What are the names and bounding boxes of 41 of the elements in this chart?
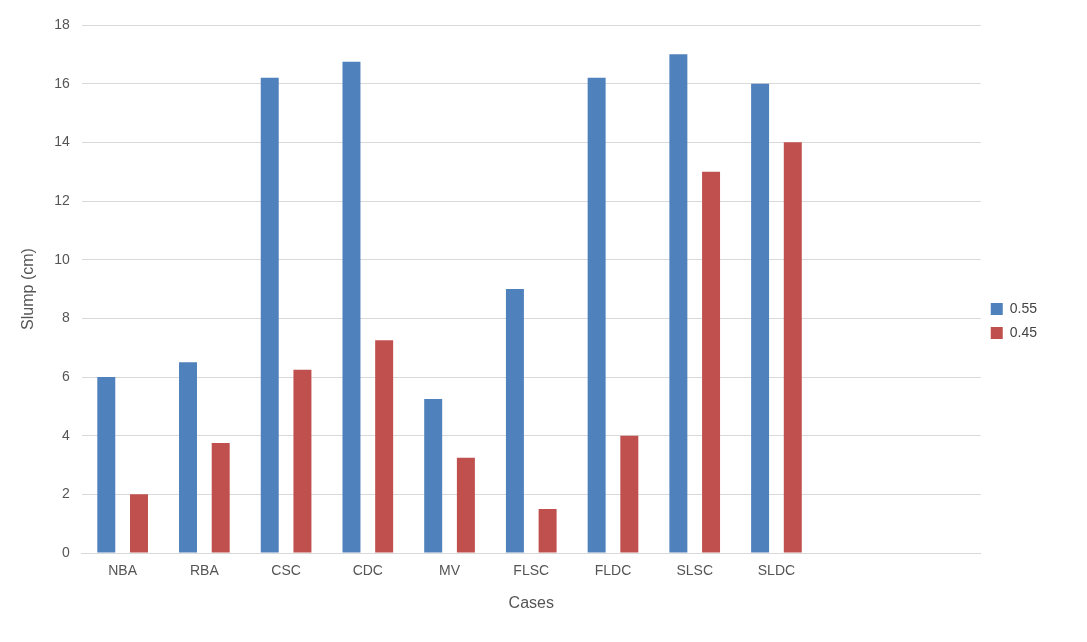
x-tick-label: SLSC bbox=[676, 562, 713, 579]
bar bbox=[620, 435, 639, 553]
bar bbox=[375, 340, 394, 553]
y-tick-label: 0 bbox=[61, 543, 70, 560]
x-tick-label: FLSC bbox=[513, 562, 550, 579]
bar bbox=[783, 142, 802, 553]
bar bbox=[293, 369, 312, 553]
x-tick-label: NBA bbox=[108, 562, 138, 579]
y-tick-label: 16 bbox=[54, 74, 70, 91]
legend-label: 0.55 bbox=[1009, 299, 1038, 316]
bar bbox=[505, 289, 524, 553]
y-tick-label: 14 bbox=[54, 133, 70, 150]
x-tick-label: MV bbox=[439, 562, 461, 579]
bar bbox=[538, 509, 557, 553]
y-tick-label: 2 bbox=[61, 485, 70, 502]
y-axis-title: Slump (cm) bbox=[19, 248, 37, 330]
x-tick-label: SLDC bbox=[757, 562, 796, 579]
bar bbox=[260, 77, 279, 553]
y-tick-label: 10 bbox=[54, 250, 70, 267]
bar bbox=[424, 399, 443, 553]
legend-label: 0.45 bbox=[1009, 323, 1038, 340]
bar bbox=[751, 83, 770, 553]
bar bbox=[211, 443, 230, 553]
bar bbox=[342, 61, 361, 553]
bar bbox=[669, 54, 688, 553]
bar bbox=[179, 362, 198, 553]
y-tick-label: 8 bbox=[61, 309, 70, 326]
x-tick-label: CDC bbox=[352, 562, 383, 579]
x-tick-label: FLDC bbox=[594, 562, 632, 579]
bar bbox=[587, 77, 606, 553]
bar bbox=[456, 457, 475, 553]
y-tick-label: 12 bbox=[54, 191, 70, 208]
y-tick-label: 18 bbox=[54, 15, 70, 32]
x-tick-label: CSC bbox=[271, 562, 301, 579]
x-axis-title: Cases bbox=[508, 593, 554, 611]
x-tick-label: RBA bbox=[189, 562, 220, 579]
bar bbox=[129, 494, 148, 553]
bar bbox=[97, 377, 116, 553]
y-tick-label: 4 bbox=[61, 426, 70, 443]
y-tick-label: 6 bbox=[61, 367, 70, 384]
bar bbox=[702, 171, 721, 553]
